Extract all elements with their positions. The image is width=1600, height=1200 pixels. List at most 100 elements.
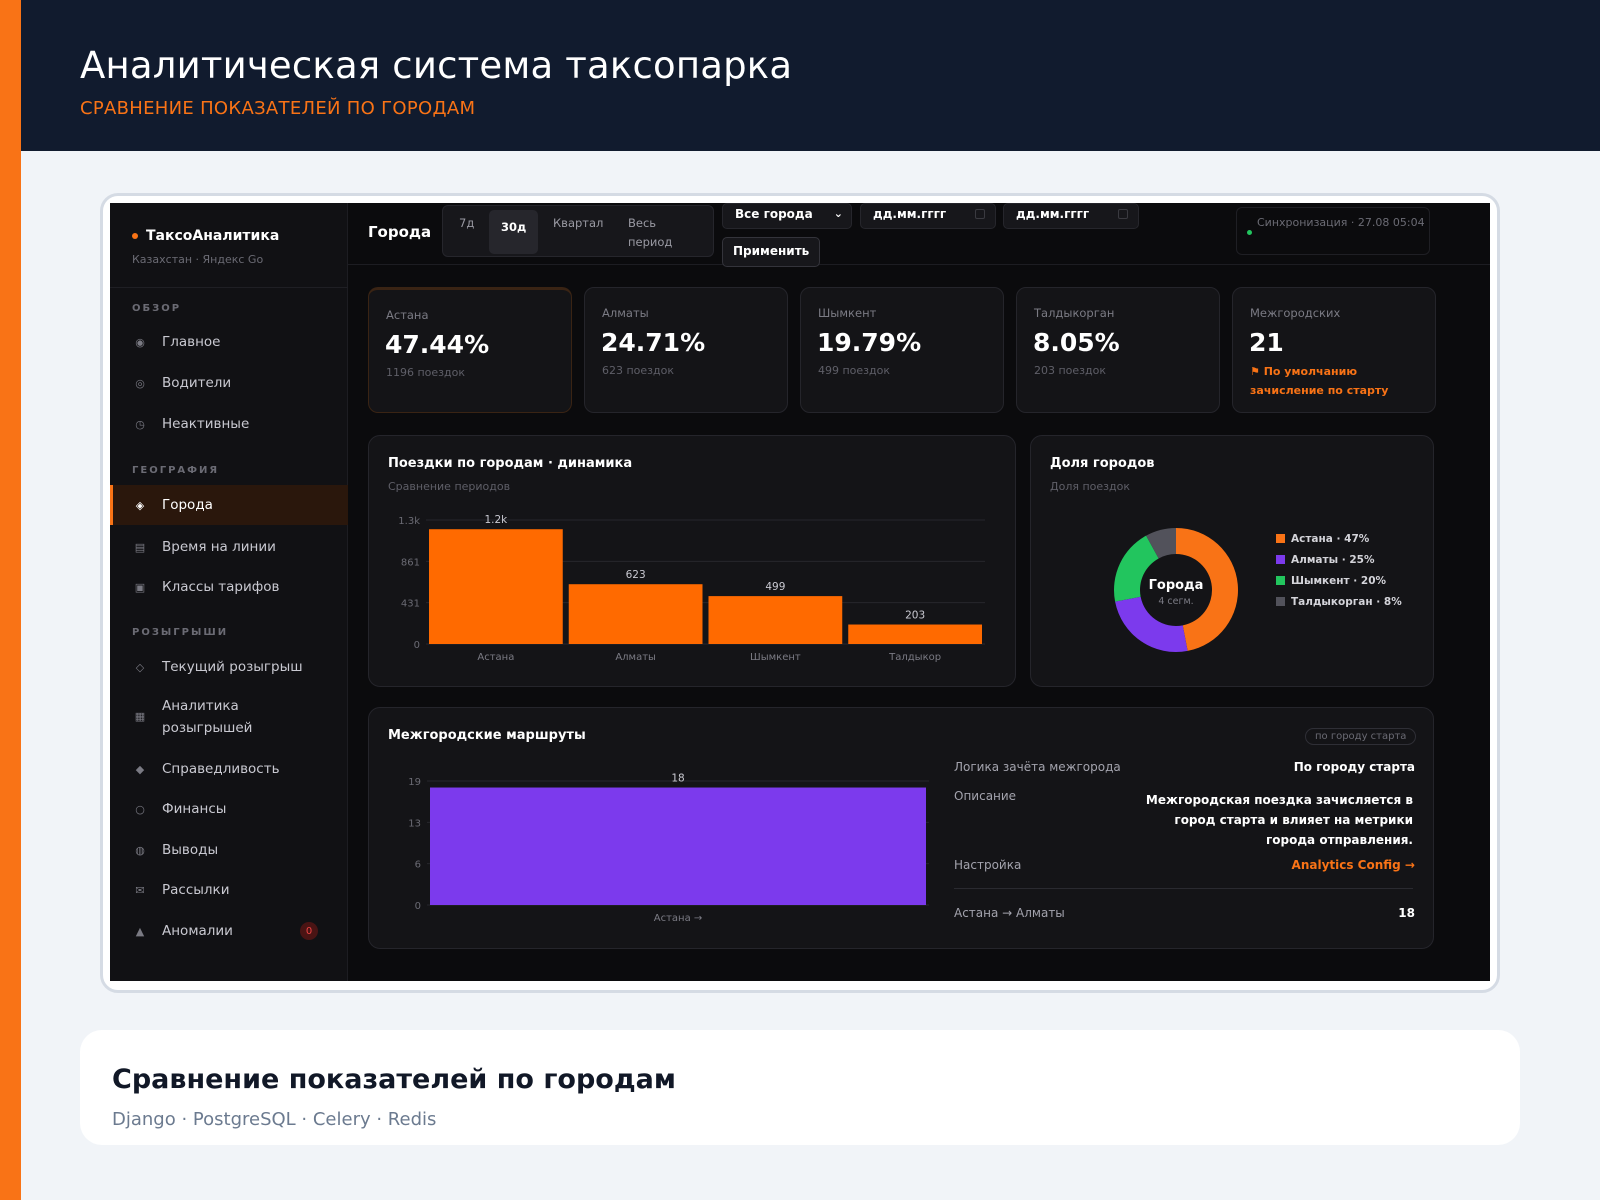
city-select[interactable]: Все города ⌄ — [722, 203, 852, 229]
sidebar-item-withdrawals[interactable]: ◍ Выводы — [110, 830, 348, 870]
sidebar-item-anomalies[interactable]: ▲ Аномалии 0 — [110, 911, 348, 951]
kpi-subtext: 203 поездок — [1034, 364, 1107, 377]
circle-icon: ○ — [135, 802, 145, 816]
legend-label: Талдыкорган · 8% — [1291, 595, 1402, 608]
count-mode-pill: по городу старта — [1305, 728, 1417, 745]
period-7d[interactable]: 7д — [459, 216, 475, 230]
bar-value-label: 623 — [626, 569, 646, 581]
x-tick-label: Астана → — [654, 913, 703, 924]
y-tick-label: 1.3k — [398, 516, 420, 527]
circle-dot-icon: ◉ — [135, 335, 145, 349]
y-tick-label: 0 — [414, 640, 420, 651]
bar-value-label: 203 — [905, 610, 925, 622]
diamond-outline-icon: ◇ — [135, 660, 145, 674]
sidebar-item-finance[interactable]: ○ Финансы — [110, 789, 348, 829]
period-quarter[interactable]: Квартал — [553, 216, 604, 230]
kpi-card-almaty[interactable]: Алматы 24.71% 623 поездок — [584, 287, 788, 413]
period-30d[interactable]: 30д — [489, 210, 539, 254]
kpi-subtext: 1196 поездок — [386, 366, 466, 379]
sidebar-item-label: Города — [162, 497, 213, 513]
legend-swatch — [1276, 576, 1285, 585]
sidebar-item-label: Классы тарифов — [162, 579, 280, 595]
sidebar-item-time-online[interactable]: ▤ Время на линии — [110, 527, 348, 567]
date-from-field[interactable]: дд.мм.гггг — [860, 203, 996, 229]
mail-icon: ✉ — [135, 883, 145, 897]
legend-label: Шымкент · 20% — [1291, 574, 1387, 587]
sidebar-item-label: Финансы — [162, 801, 227, 817]
sidebar-item-home[interactable]: ◉ Главное — [110, 322, 348, 362]
sidebar-item-label: Главное — [162, 334, 221, 350]
kpi-value: 21 — [1249, 328, 1284, 357]
brand-name: ТаксоАналитика — [146, 228, 280, 244]
sidebar-item-tariff-classes[interactable]: ▣ Классы тарифов — [110, 567, 348, 607]
legend-entry: Алматы · 25% — [1276, 549, 1402, 570]
kpi-value: 47.44% — [385, 330, 490, 359]
sidebar-item-label: Справедливость — [162, 761, 280, 777]
kpi-card-intercity[interactable]: Межгородских 21 ⚑ По умолчанию зачислени… — [1232, 287, 1436, 413]
sidebar-item-label: Аналитика розыгрышей — [162, 698, 253, 736]
bar-value-label: 18 — [671, 773, 684, 785]
kpi-card-taldykorgan[interactable]: Талдыкорган 8.05% 203 поездок — [1016, 287, 1220, 413]
kpi-label: Астана — [386, 308, 429, 322]
sidebar: ТаксоАналитика Казахстан · Яндекс Go ОБЗ… — [110, 203, 348, 981]
legend-label: Алматы · 25% — [1291, 553, 1375, 566]
sidebar-item-label: Водители — [162, 375, 232, 391]
apply-button[interactable]: Применить — [722, 237, 821, 267]
kpi-value: 19.79% — [817, 328, 922, 357]
kpi-label: Шымкент — [818, 306, 877, 320]
kpi-card-shymkent[interactable]: Шымкент 19.79% 499 поездок — [800, 287, 1004, 413]
square-icon: ▣ — [134, 580, 146, 594]
city-select-value: Все города — [735, 207, 813, 221]
donut-center-subtitle: 4 сегм. — [1158, 596, 1193, 607]
pie-slice — [1176, 528, 1238, 651]
kpi-label: Талдыкорган — [1034, 306, 1115, 320]
description-label: Описание — [954, 789, 1017, 803]
sidebar-item-cities[interactable]: ◈ Города — [110, 485, 348, 525]
intercity-routes-panel: Межгородские маршруты по городу старта 0… — [368, 707, 1434, 949]
divider — [110, 287, 348, 288]
pie-slice — [1115, 596, 1188, 652]
share-legend: Астана · 47% Алматы · 25% Шымкент · 20% Тал… — [1276, 528, 1402, 612]
kpi-card-astana[interactable]: Астана 47.44% 1196 поездок — [368, 287, 572, 413]
clock-icon: ◷ — [135, 417, 145, 431]
calendar-icon — [975, 209, 985, 219]
sidebar-item-drivers[interactable]: ◎ Водители — [110, 363, 348, 403]
sidebar-item-mailings[interactable]: ✉ Рассылки — [110, 870, 348, 910]
sync-text: Синхронизация · 27.08 05:04 — [1257, 216, 1425, 229]
settings-label: Настройка — [954, 858, 1022, 872]
bar — [708, 596, 843, 644]
kpi-subtext: 499 поездок — [818, 364, 891, 377]
bar-value-label: 1.2k — [484, 514, 508, 526]
user-icon: ◎ — [135, 376, 145, 390]
sidebar-item-fairness[interactable]: ◆ Справедливость — [110, 749, 348, 789]
city-share-panel: Доля городов Доля поездок Города 4 сегм. … — [1030, 435, 1434, 687]
date-to-field[interactable]: дд.мм.гггг — [1003, 203, 1139, 229]
top-toolbar: Города 7д 30д Квартал Весь период Все го… — [348, 203, 1490, 267]
legend-entry: Шымкент · 20% — [1276, 570, 1402, 591]
triangle-icon: ▲ — [135, 924, 145, 938]
accent-stripe — [0, 0, 21, 1200]
brand[interactable]: ТаксоАналитика — [132, 228, 279, 244]
legend-swatch — [1276, 534, 1285, 543]
brand-dot-icon — [132, 233, 138, 239]
sidebar-item-current-draw[interactable]: ◇ Текущий розыгрыш — [110, 647, 348, 687]
y-tick-label: 861 — [401, 557, 420, 568]
route-row-value: 18 — [1398, 906, 1415, 920]
pie-slice — [1114, 535, 1159, 602]
kpi-label: Алматы — [602, 306, 649, 320]
brand-subtitle: Казахстан · Яндекс Go — [132, 253, 264, 266]
donut-center-title: Города — [1149, 578, 1204, 593]
trips-by-city-panel: Поездки по городам · динамика Сравнение … — [368, 435, 1016, 687]
bar — [568, 584, 703, 644]
y-tick-label: 19 — [408, 777, 421, 788]
route-row-label: Астана → Алматы — [954, 906, 1065, 920]
y-tick-label: 0 — [415, 901, 421, 912]
diamond-icon: ◈ — [135, 498, 145, 512]
panel-title: Поездки по городам · динамика — [388, 456, 633, 471]
city-share-donut-chart: Города 4 сегм. — [1114, 528, 1238, 652]
period-all[interactable]: Весь период — [628, 216, 673, 249]
sidebar-item-draw-analytics[interactable]: ▦ Аналитика розыгрышей — [110, 693, 348, 741]
y-tick-label: 13 — [408, 818, 421, 829]
sidebar-item-inactive[interactable]: ◷ Неактивные — [110, 404, 348, 444]
analytics-config-link[interactable]: Analytics Config → — [1291, 858, 1415, 872]
